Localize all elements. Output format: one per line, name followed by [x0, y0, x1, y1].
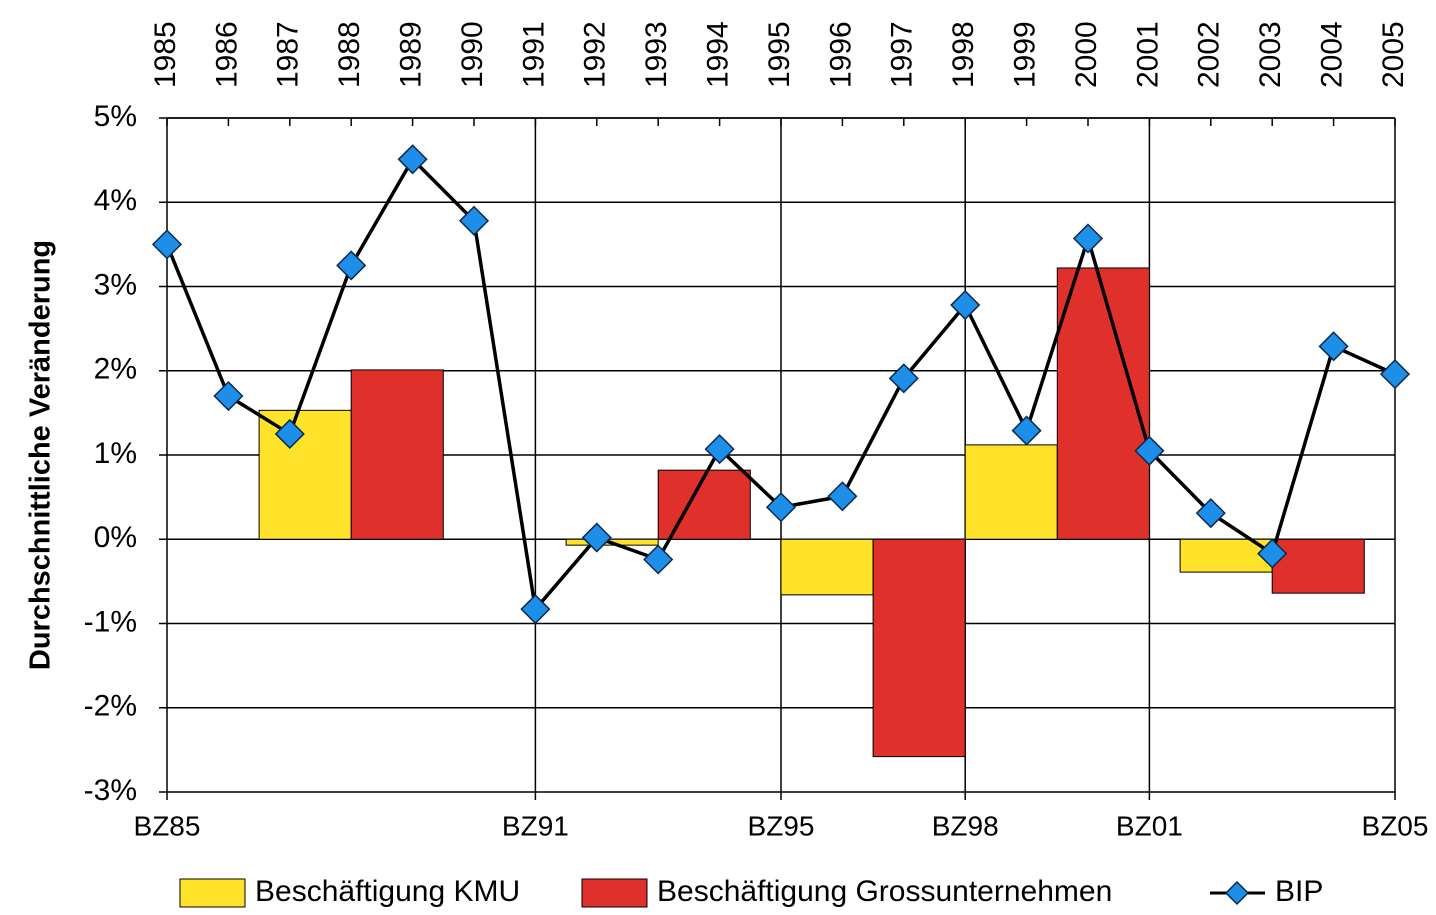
bip-marker — [643, 544, 674, 575]
y-tick-label: -2% — [84, 690, 137, 723]
legend-label: BIP — [1275, 875, 1323, 908]
bip-marker — [1318, 331, 1349, 362]
bip-marker — [704, 434, 735, 465]
legend-marker — [1224, 880, 1250, 906]
bip-marker — [274, 418, 305, 449]
x-tick-label: 1999 — [1009, 21, 1042, 88]
y-tick-label: -3% — [84, 774, 137, 807]
period-label: BZ01 — [1116, 810, 1183, 841]
x-tick-label: 1988 — [333, 21, 366, 88]
y-tick-label: 3% — [94, 268, 137, 301]
y-tick-label: 1% — [94, 437, 137, 470]
bip-marker — [213, 380, 244, 412]
x-tick-label: 1991 — [517, 21, 550, 88]
x-tick-label: 2000 — [1070, 21, 1103, 88]
x-tick-label: 1985 — [149, 21, 182, 88]
bip-marker — [336, 250, 367, 281]
bip-marker — [950, 289, 981, 321]
x-tick-label: 1997 — [886, 21, 919, 88]
period-label: BZ91 — [502, 810, 569, 841]
x-tick-label: 1989 — [395, 21, 428, 88]
x-tick-label: 1987 — [272, 21, 305, 88]
bip-marker — [458, 205, 490, 236]
x-tick-label: 1998 — [947, 21, 980, 88]
bip-marker — [520, 594, 551, 625]
x-tick-label: 1986 — [210, 21, 243, 88]
y-tick-label: 5% — [94, 100, 137, 133]
legend-label: Beschäftigung Grossunternehmen — [657, 875, 1112, 908]
period-label: BZ05 — [1362, 810, 1429, 841]
period-label: BZ95 — [748, 810, 815, 841]
bar — [780, 538, 874, 596]
bip-marker — [1379, 359, 1411, 390]
bip-marker — [1011, 415, 1042, 446]
legend-label: Beschäftigung KMU — [255, 875, 520, 908]
bar — [1271, 538, 1365, 594]
y-axis-label: Durchschnittliche Veränderung — [25, 240, 57, 670]
bip-marker — [888, 363, 919, 394]
x-tick-label: 1993 — [640, 21, 673, 88]
bip-marker — [1134, 435, 1165, 466]
bip-marker — [397, 144, 428, 175]
x-tick-label: 2004 — [1316, 21, 1349, 88]
bar — [964, 444, 1058, 540]
x-tick-label: 2001 — [1131, 21, 1164, 88]
bip-marker — [1072, 223, 1104, 254]
bar — [872, 538, 966, 758]
bip-marker — [581, 522, 612, 553]
bip-marker — [1195, 498, 1226, 529]
bip-marker — [765, 492, 797, 523]
x-tick-label: 1992 — [579, 21, 612, 88]
y-tick-label: 2% — [94, 353, 137, 386]
x-tick-label: 1996 — [824, 21, 857, 88]
bar — [258, 409, 352, 540]
period-label: BZ85 — [134, 810, 201, 841]
bip-marker — [827, 481, 858, 512]
y-tick-label: 0% — [94, 521, 137, 554]
x-tick-label: 2005 — [1377, 21, 1410, 88]
x-tick-label: 2003 — [1254, 21, 1287, 88]
y-tick-label: 4% — [94, 184, 137, 217]
y-tick-label: -1% — [84, 605, 137, 638]
x-tick-label: 2002 — [1193, 21, 1226, 88]
period-label: BZ98 — [932, 810, 999, 841]
bip-marker — [151, 229, 183, 260]
bar — [350, 369, 444, 540]
legend-swatch — [581, 878, 648, 908]
legend: Beschäftigung KMU Beschäftigung Grossunte… — [179, 875, 1323, 908]
legend-swatch — [179, 878, 246, 908]
x-tick-label: 1994 — [702, 21, 735, 88]
x-tick-label: 1995 — [763, 21, 796, 88]
bar — [657, 469, 751, 540]
bip-marker — [1257, 538, 1288, 569]
x-tick-label: 1990 — [456, 21, 489, 88]
